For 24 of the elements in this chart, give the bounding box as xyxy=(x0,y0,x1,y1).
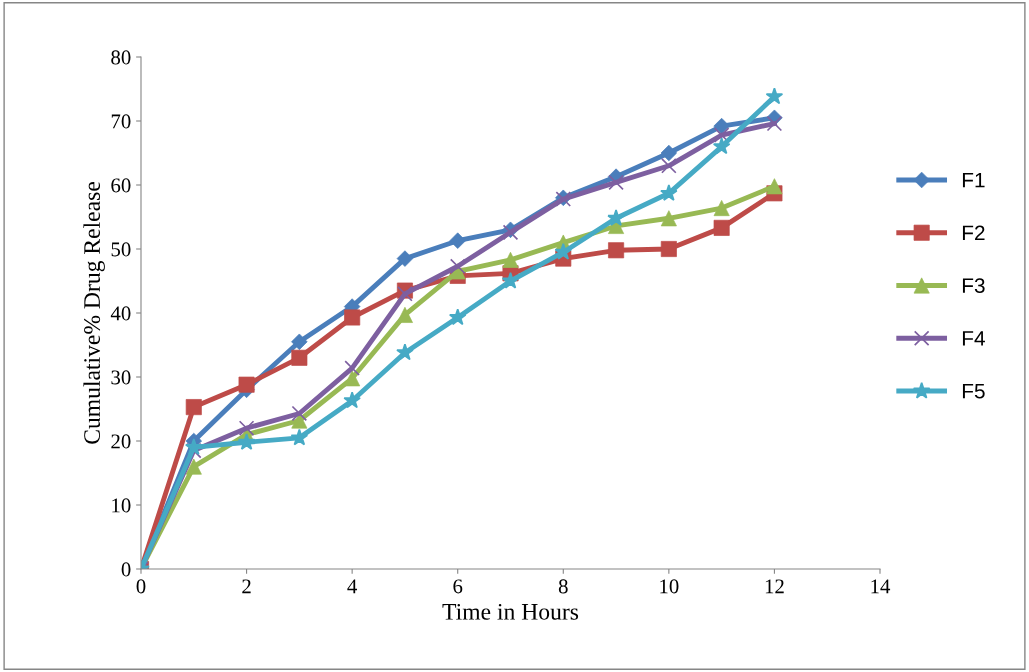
x-tick-label: 2 xyxy=(242,579,251,594)
legend-label: F5 xyxy=(962,383,985,399)
y-tick-label: 80 xyxy=(111,50,131,65)
y-tick-label: 60 xyxy=(111,178,131,193)
y-tick-label: 10 xyxy=(112,498,131,513)
x-tick-label: 6 xyxy=(453,579,463,594)
x-tick-label: 8 xyxy=(558,579,568,594)
x-tick-label: 14 xyxy=(871,579,891,594)
x-tick-label: 0 xyxy=(136,579,146,594)
x-tick-label: 12 xyxy=(765,579,784,594)
x-axis-title: Time in Hours xyxy=(442,603,579,620)
legend-label: F1 xyxy=(962,172,985,188)
y-tick-label: 40 xyxy=(110,306,131,321)
y-tick-label: 20 xyxy=(111,434,131,449)
y-tick-label: 0 xyxy=(121,562,131,577)
y-tick-label: 50 xyxy=(111,242,131,257)
y-axis-title: Cumulative% Drug Release xyxy=(83,182,105,444)
y-tick-label: 30 xyxy=(111,370,131,385)
legend-label: F3 xyxy=(962,278,985,293)
x-tick-label: 10 xyxy=(660,579,679,594)
legend-label: F2 xyxy=(962,225,985,241)
x-tick-label: 4 xyxy=(347,579,358,594)
legend-label: F4 xyxy=(962,331,985,346)
y-tick-label: 70 xyxy=(111,114,131,129)
